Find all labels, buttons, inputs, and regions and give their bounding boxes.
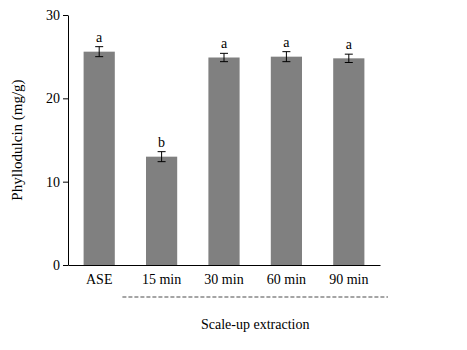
x-tick: 15 min <box>142 265 181 287</box>
x-tick-label: ASE <box>86 272 112 287</box>
group-label: a <box>96 30 103 45</box>
y-tick-mark <box>63 265 68 266</box>
y-tick-label: 0 <box>53 258 60 273</box>
plot: a b a a a 0 10 20 30 ASE 15 min 30 min 60 min 90 min S… <box>46 8 388 332</box>
bar <box>146 157 177 265</box>
y-tick: 0 <box>53 258 68 273</box>
x-axis: ASE 15 min 30 min 60 min 90 min <box>69 265 381 287</box>
error-bar-line <box>282 61 290 62</box>
error-bar-line <box>220 61 228 62</box>
group-label: a <box>221 36 228 51</box>
error-bar-line <box>348 54 349 62</box>
category-group: Scale-up extraction <box>122 297 388 332</box>
bars <box>84 47 365 265</box>
y-axis: 0 10 20 30 <box>46 8 69 273</box>
x-tick: ASE <box>86 265 112 287</box>
y-tick-label: 30 <box>46 8 60 23</box>
y-tick: 20 <box>46 91 68 106</box>
error-bar-line <box>158 161 166 162</box>
group-bracket <box>122 296 388 298</box>
error-bar-line <box>345 62 353 63</box>
y-tick-mark <box>63 182 68 183</box>
y-axis-title: Phyllodulcin (mg/g) <box>9 79 26 200</box>
y-tick-mark <box>63 15 68 16</box>
x-tick-label: 60 min <box>267 272 306 287</box>
y-tick-mark <box>63 98 68 99</box>
error-bar-line <box>95 56 103 57</box>
error-bar-line <box>158 151 166 152</box>
bar <box>333 58 364 265</box>
error-bar <box>282 52 290 62</box>
y-axis-line <box>68 16 69 266</box>
error-bar-line <box>95 46 103 47</box>
bar <box>84 52 115 265</box>
error-bar <box>95 47 103 57</box>
error-bar-line <box>220 53 228 54</box>
y-tick: 30 <box>46 8 68 23</box>
x-tick-label: 15 min <box>142 272 181 287</box>
bar <box>271 57 302 265</box>
chart: a b a a a 0 10 20 30 ASE 15 min 30 min 60 min 90 min S… <box>0 0 467 350</box>
y-tick-label: 10 <box>46 175 60 190</box>
x-tick-label: 30 min <box>204 272 243 287</box>
error-bar-line <box>282 51 290 52</box>
error-bar-line <box>345 54 353 55</box>
bar <box>208 58 239 266</box>
x-tick: 90 min <box>329 265 368 287</box>
y-tick-label: 20 <box>46 91 60 106</box>
error-bar-line <box>99 47 100 57</box>
group-label: b <box>158 135 165 150</box>
x-tick-label: 90 min <box>329 272 368 287</box>
x-tick: 60 min <box>267 265 306 287</box>
group-labels: a b a a a <box>96 30 353 150</box>
y-tick: 10 <box>46 175 68 190</box>
error-bar <box>345 54 353 62</box>
x-tick: 30 min <box>204 265 243 287</box>
error-bar-line <box>224 53 225 61</box>
error-bar-line <box>286 52 287 62</box>
x-axis-line <box>69 265 381 266</box>
group-label: a <box>346 37 353 52</box>
group-label: a <box>283 35 290 50</box>
error-bar <box>220 53 228 61</box>
group-title: Scale-up extraction <box>201 317 309 332</box>
error-bar-line <box>161 152 162 162</box>
error-bar <box>158 152 166 162</box>
